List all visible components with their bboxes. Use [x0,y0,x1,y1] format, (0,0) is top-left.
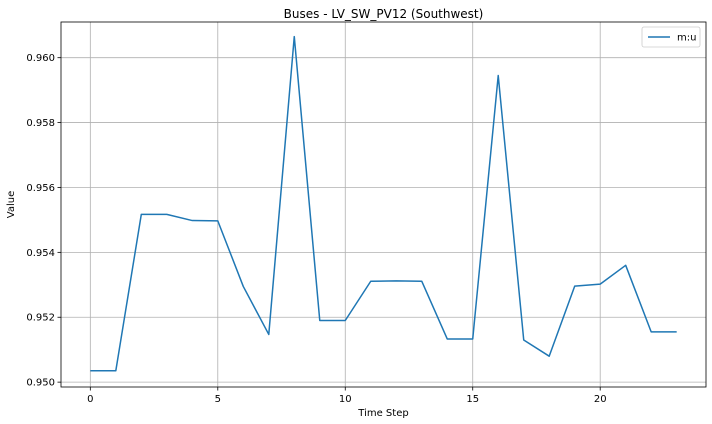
grid [61,22,706,387]
legend: m:u [641,26,701,48]
y-tick-label: 0.956 [26,183,55,194]
x-axis-label: Time Step [357,408,408,419]
plot-frame [60,21,707,388]
x-tick-label: 20 [594,394,607,405]
chart-title: Buses - LV_SW_PV12 (Southwest) [284,7,484,21]
y-tick-label: 0.958 [26,118,55,129]
x-tick-label: 10 [339,394,352,405]
y-tick-label: 0.952 [26,313,55,324]
x-tick-label: 0 [87,394,93,405]
legend-label: m:u [677,33,696,44]
x-tick-label: 15 [466,394,479,405]
y-axis-label: Value [6,191,17,218]
series-layer [90,35,677,372]
y-tick-label: 0.960 [26,53,55,64]
y-tick-label: 0.950 [26,378,55,389]
ticks: 0 5 10 15 20 0.950 0.952 0.954 0.956 0.958 0.960 [26,53,606,405]
series-line [90,35,677,372]
legend-box [641,26,701,48]
x-tick-label: 5 [215,394,221,405]
y-tick-label: 0.954 [26,248,55,259]
